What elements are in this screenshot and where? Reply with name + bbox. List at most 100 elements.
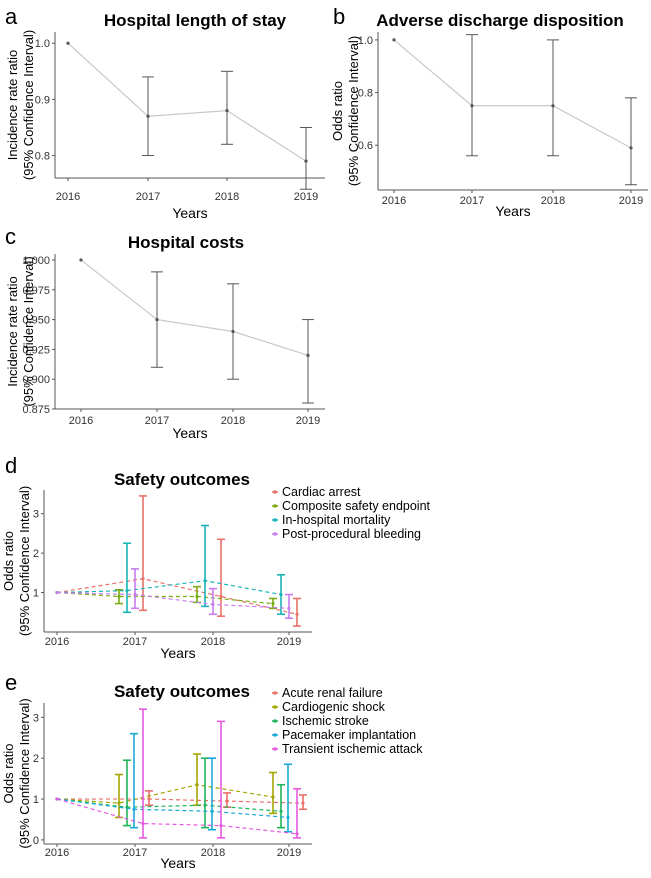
panel-c-y-tick-label: 0.900 xyxy=(22,374,50,386)
panel-a-letter: a xyxy=(5,4,18,29)
panel-d-y-axis-label: (95% Confidence Interval) xyxy=(17,486,32,636)
panel-a-data-point xyxy=(304,159,308,163)
panel-a-x-axis-label: Years xyxy=(172,205,207,221)
panel-a-x-tick-label: 2017 xyxy=(136,191,160,203)
panel-e-series-line xyxy=(56,798,298,835)
panel-d-data-point xyxy=(117,594,121,599)
panel-d-x-tick-label: 2019 xyxy=(277,636,301,648)
panel-c-x-tick-label: 2016 xyxy=(69,415,93,427)
panel-a-y-tick-label: 0.8 xyxy=(35,151,50,163)
panel-d-letter: d xyxy=(5,453,17,478)
panel-d-legend-entry: In-hospital mortality xyxy=(282,513,391,527)
panel-c-letter: c xyxy=(5,224,16,249)
panel-e-y-axis-label: Odds ratio xyxy=(1,744,16,804)
panel-b-y-tick-label: 0.8 xyxy=(358,88,373,100)
panel-b-x-tick-label: 2018 xyxy=(541,195,565,207)
panel-d-legend-entry: Post-procedural bleeding xyxy=(282,527,421,541)
panel-d-y-axis-label: Odds ratio xyxy=(1,531,16,591)
panel-c-title: Hospital costs xyxy=(128,233,244,252)
panel-e-data-point xyxy=(132,807,136,811)
panel-b-x-tick-label: 2016 xyxy=(382,195,406,207)
panel-e-legend-key-dot xyxy=(273,691,277,695)
panel-d-data-point xyxy=(125,588,129,593)
panel-e-y-tick-label: 0 xyxy=(33,835,39,847)
panel-d-series-line xyxy=(56,580,282,596)
panel-c-y-tick-label: 1.000 xyxy=(22,255,50,267)
panel-d-y-tick-label: 2 xyxy=(33,548,39,560)
panel-e-x-axis-label: Years xyxy=(160,855,195,871)
panel-e-y-tick-label: 3 xyxy=(33,712,39,724)
panel-e-letter: e xyxy=(5,670,17,695)
panel-c-data-point xyxy=(231,329,235,334)
panel-e-data-point xyxy=(55,797,59,801)
panel-e-data-point xyxy=(295,832,299,836)
panel-c-y-tick-label: 0.950 xyxy=(22,315,50,327)
panel-d-data-point xyxy=(203,579,207,583)
panel-b-data-point xyxy=(470,104,474,108)
panel-d-title: Safety outcomes xyxy=(114,470,250,489)
panel-e-legend-key-dot xyxy=(273,719,277,723)
panel-d-y-tick-label: 1 xyxy=(33,588,39,600)
panel-e-series-line xyxy=(57,798,304,804)
panel-e-data-point xyxy=(286,815,290,820)
panel-c-data-point xyxy=(155,317,159,322)
panel-c-data-point xyxy=(306,353,310,357)
panel-b-y-tick-label: 1.0 xyxy=(358,35,373,47)
panel-d-data-point xyxy=(287,606,291,610)
panel-e-data-point xyxy=(225,799,229,803)
panel-e-y-tick-label: 1 xyxy=(33,794,39,806)
panel-d-x-tick-label: 2018 xyxy=(201,636,225,648)
panel-d-x-tick-label: 2016 xyxy=(45,636,69,648)
panel-e-legend-entry: Acute renal failure xyxy=(282,686,383,700)
panel-d-legend-key-dot xyxy=(273,518,277,522)
panel-c-y-tick-label: 0.875 xyxy=(22,404,50,416)
panel-b-y-axis-label: (95% Confidence Interval) xyxy=(346,36,361,186)
panel-e-legend-entry: Cardiogenic shock xyxy=(282,700,386,714)
panel-e-legend-key-dot xyxy=(273,747,277,751)
panel-a-y-tick-label: 0.9 xyxy=(35,94,50,106)
panel-b-x-tick-label: 2019 xyxy=(619,195,643,207)
panel-e-title: Safety outcomes xyxy=(114,682,250,701)
panel-d-legend-key-dot xyxy=(273,532,277,536)
panel-b-title: Adverse discharge disposition xyxy=(376,11,624,30)
panel-e-series-line xyxy=(56,798,282,812)
panel-d-data-point xyxy=(55,590,59,595)
panel-d-data-point xyxy=(271,602,275,606)
panel-e-y-axis-label: (95% Confidence Interval) xyxy=(17,698,32,848)
panel-d-data-point xyxy=(279,592,283,597)
panel-d-legend-entry: Composite safety endpoint xyxy=(282,499,431,513)
panel-d-data-point xyxy=(295,612,299,616)
panel-a-data-point xyxy=(225,109,229,113)
panel-a-y-tick-label: 1.0 xyxy=(35,38,50,50)
panel-a-data-point xyxy=(66,41,70,45)
panel-e-data-point xyxy=(219,824,223,828)
panel-c-y-axis-label: Incidence rate ratio xyxy=(5,276,20,387)
panel-e-data-point xyxy=(117,801,121,805)
panel-d-data-point xyxy=(219,594,223,599)
panel-e-legend-entry: Transient ischemic attack xyxy=(282,742,423,756)
panel-a-y-axis-label: (95% Confidence Interval) xyxy=(21,30,36,180)
panel-c-x-tick-label: 2019 xyxy=(296,415,320,427)
panel-a-x-tick-label: 2019 xyxy=(294,191,318,203)
panel-c-y-axis-label: (95% Confidence Interval) xyxy=(21,256,36,406)
panel-e-data-point xyxy=(195,783,199,787)
panel-c-x-axis-label: Years xyxy=(172,425,207,441)
panel-c-data-point xyxy=(79,258,83,262)
panel-e-data-point xyxy=(301,801,305,805)
panel-e-x-tick-label: 2018 xyxy=(201,847,225,859)
panel-d-data-point xyxy=(133,592,137,597)
panel-c-series-line xyxy=(80,259,309,356)
panel-e-legend-entry: Pacemaker implantation xyxy=(282,728,416,742)
panel-b-y-axis-label: Odds ratio xyxy=(330,81,345,141)
panel-a-x-tick-label: 2018 xyxy=(215,191,239,203)
panel-c-x-tick-label: 2018 xyxy=(221,415,245,427)
panel-a-y-axis-label: Incidence rate ratio xyxy=(5,50,20,161)
panel-c-x-tick-label: 2017 xyxy=(145,415,169,427)
panel-c-y-tick-label: 0.975 xyxy=(22,285,50,297)
panel-d-legend-key-dot xyxy=(273,490,277,494)
panel-d-data-point xyxy=(141,577,145,581)
panel-e-data-point xyxy=(271,795,275,799)
panel-e-x-tick-label: 2017 xyxy=(123,847,147,859)
panel-e-x-tick-label: 2019 xyxy=(277,847,301,859)
panel-b-letter: b xyxy=(333,4,345,29)
